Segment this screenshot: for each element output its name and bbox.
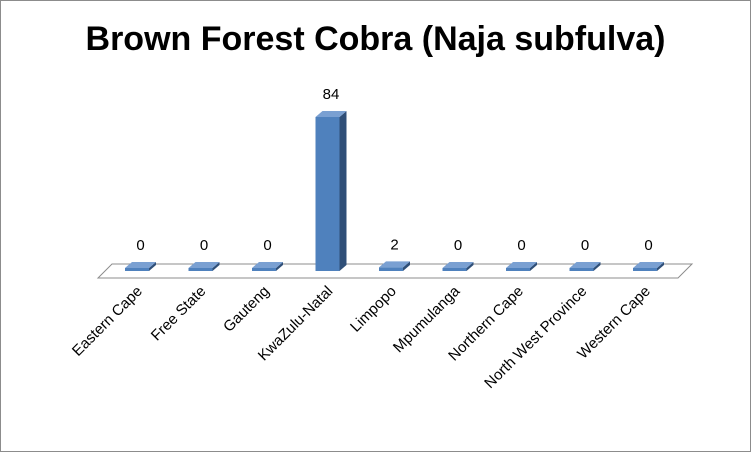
bar-top — [633, 262, 664, 268]
bar-side — [149, 262, 156, 271]
bar-side — [530, 262, 537, 271]
bar-top — [315, 111, 347, 117]
bar-top — [188, 262, 220, 268]
bar-side — [339, 111, 347, 271]
chart-title: Brown Forest Cobra (Naja subfulva) — [85, 20, 666, 58]
bar-top — [379, 261, 410, 268]
bar-side — [593, 262, 601, 271]
bar-side — [657, 262, 664, 271]
bar-top — [125, 262, 156, 268]
x-tick-label: Gauteng — [220, 283, 273, 336]
bar-front — [315, 117, 340, 271]
bar-mpumulanga — [442, 262, 474, 271]
bar-western-cape — [633, 262, 664, 271]
bar-front — [125, 268, 149, 271]
x-tick-label: Eastern Cape — [69, 283, 146, 360]
bar-top — [252, 262, 283, 268]
data-label: 0 — [644, 237, 652, 254]
bar-side — [276, 262, 283, 271]
x-tick-label: Free State — [148, 283, 210, 345]
bar-front — [569, 268, 594, 271]
bar-north-west-province — [569, 262, 601, 271]
bar-front — [379, 267, 403, 271]
bar-kwazulu-natal — [315, 111, 347, 271]
bar-side — [466, 262, 474, 271]
bar-front — [506, 268, 530, 271]
bar-side — [403, 261, 410, 271]
bar-free-state — [188, 262, 220, 271]
data-label: 84 — [323, 86, 340, 103]
data-label: 2 — [390, 236, 398, 253]
bar-front — [633, 268, 657, 271]
bar-front — [188, 268, 213, 271]
bar-top — [442, 262, 474, 268]
bar-gauteng — [252, 262, 283, 271]
x-tick-label: Limpopo — [347, 283, 400, 336]
data-label: 0 — [136, 237, 144, 254]
data-label: 0 — [263, 237, 271, 254]
bar-side — [212, 262, 220, 271]
bar-limpopo — [379, 261, 410, 271]
data-label: 0 — [454, 237, 462, 254]
bar-top — [506, 262, 537, 268]
bar-front — [252, 268, 276, 271]
bar-top — [569, 262, 601, 268]
bar-eastern-cape — [125, 262, 156, 271]
data-label: 0 — [200, 237, 208, 254]
data-label: 0 — [517, 237, 525, 254]
data-label: 0 — [581, 237, 589, 254]
bar-northern-cape — [506, 262, 537, 271]
bar-front — [442, 268, 467, 271]
